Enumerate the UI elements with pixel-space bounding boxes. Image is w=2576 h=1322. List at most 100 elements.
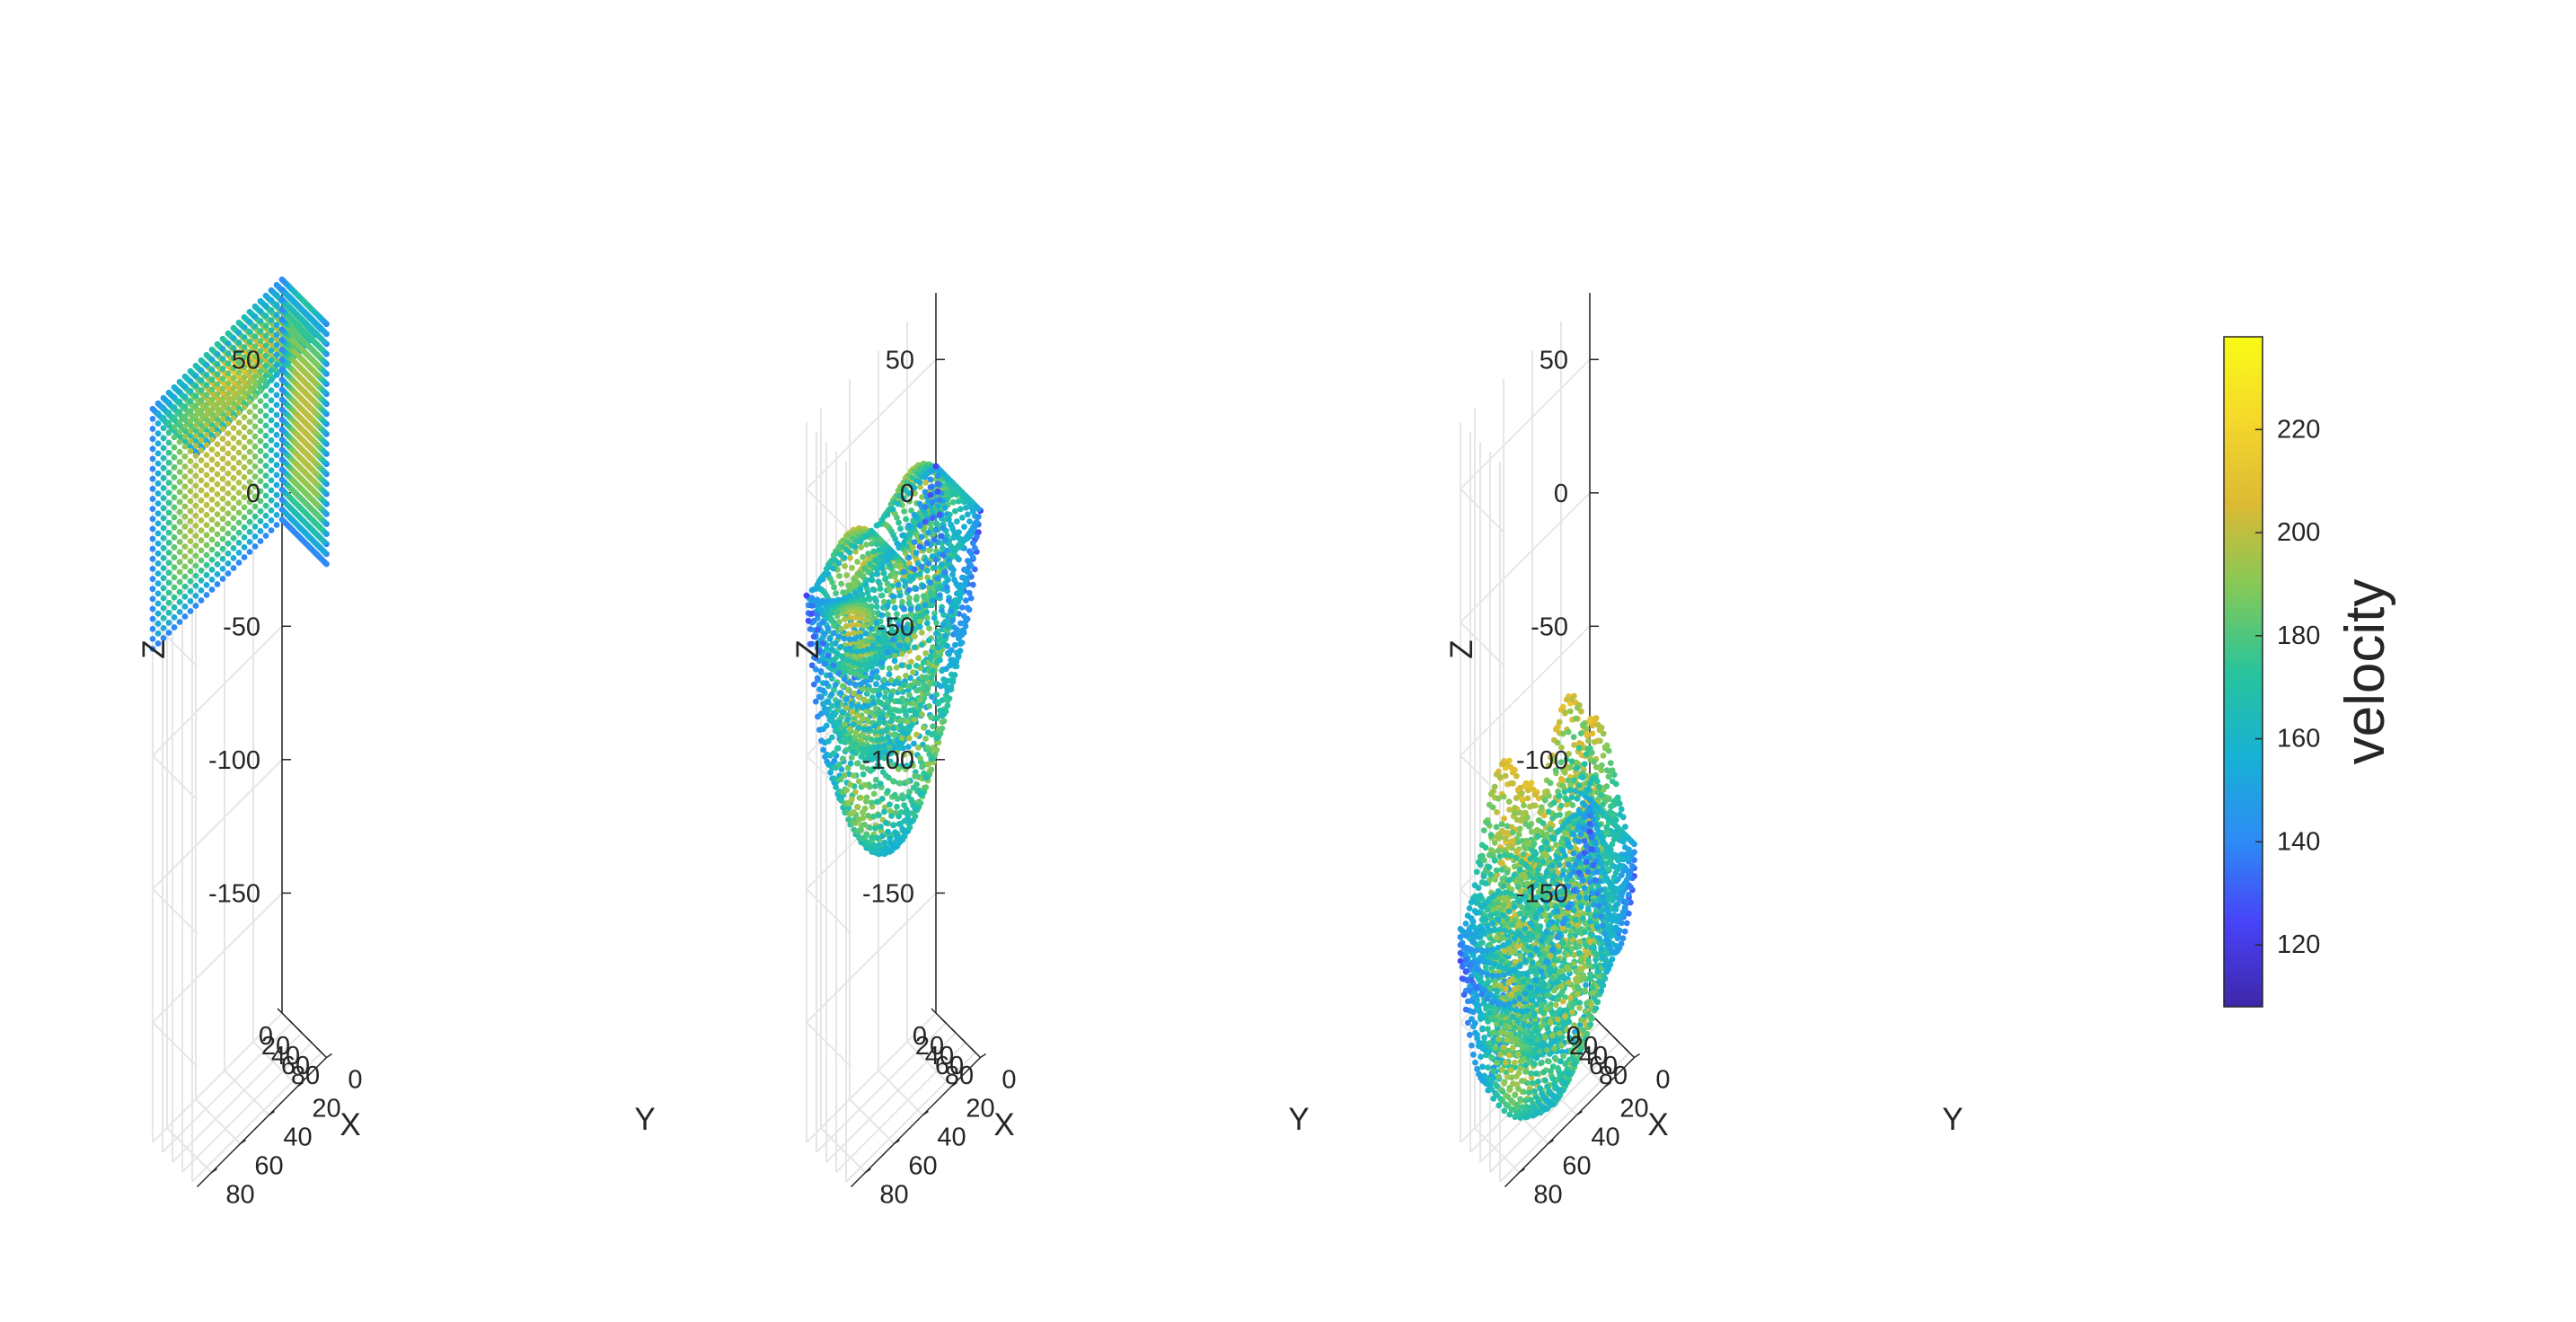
scatter-point [241,524,248,531]
grid-line [152,892,283,1024]
scatter-point [230,415,237,421]
scatter-point [251,423,259,430]
scatter-point [262,502,269,509]
scatter-point [817,668,825,674]
scatter-point [942,632,948,639]
scatter-point [165,609,172,616]
scatter-point [894,707,900,714]
scatter-point [160,555,167,561]
scatter-point [278,406,286,413]
scatter-point [957,648,964,655]
scatter-point [273,292,280,298]
scatter-point [904,778,911,785]
scatter-point [927,476,934,483]
scatter-point [208,376,216,383]
scatter-point [149,595,156,603]
scatter-point [214,371,221,378]
scatter-point [219,415,226,422]
scatter-point [241,374,248,381]
y-tick-mark [240,1139,246,1145]
scatter-point [171,434,178,441]
scatter-point [889,550,896,556]
scatter-point [954,518,960,524]
scatter-point [934,575,941,582]
x-tick-mark [277,1008,283,1014]
grid-line [849,1098,895,1145]
scatter-point [149,605,156,613]
scatter-point [203,411,210,419]
scatter-point [230,355,237,362]
scatter-point [876,842,882,849]
scatter-point [832,727,839,735]
scatter-point [225,540,232,547]
scatter-point [891,657,898,665]
scatter-point [862,679,869,685]
grid-line [172,1032,303,1163]
scatter-point [884,648,891,656]
scatter-point [273,361,280,368]
scatter-point [863,638,869,645]
scatter-point [949,617,956,624]
scatter-point [176,539,183,545]
scatter-point [928,653,934,660]
scatter-point [969,554,976,561]
scatter-point [160,425,167,432]
scatter-point [835,661,842,667]
scatter-point [859,648,866,655]
scatter-point [149,405,156,412]
scatter-point [149,545,156,552]
scatter-point [842,616,848,622]
scatter-point [160,464,167,472]
scatter-point [916,500,923,507]
scatter-point [914,680,922,687]
scatter-point [807,626,814,632]
scatter-point [203,542,210,549]
scatter-point [268,417,275,424]
scatter-point [916,543,923,550]
scatter-point [251,393,259,400]
scatter-point [187,577,194,585]
scatter-point [855,725,862,731]
scatter-point [235,539,243,546]
scatter-point [927,468,934,475]
scatter-point [251,413,259,420]
scatter-point [808,610,816,617]
scatter-point [835,560,842,567]
y-tick-mark [951,1081,957,1088]
scatter-point [268,307,275,313]
scatter-point [881,804,888,811]
y-tick-mark [922,1110,929,1116]
scatter-point [214,490,221,498]
scatter-point [825,699,832,706]
grid-line [181,1042,313,1173]
scatter-point [278,306,286,313]
scatter-point [262,533,269,539]
scatter-point [895,813,902,820]
scatter-point [887,692,895,699]
scatter-point [872,750,879,757]
scatter-point [951,624,957,630]
scatter-point [273,281,280,288]
scatter-point [273,302,280,308]
scatter-point [273,341,280,348]
scatter-point [803,592,810,599]
scatter-point [864,702,871,709]
scatter-point [843,622,850,630]
scatter-point [944,642,950,649]
scatter-point [187,498,194,505]
scatter-point [149,485,156,492]
scatter-point [257,517,264,524]
grid-line [806,892,937,1024]
scatter-point [251,433,259,440]
scatter-point [913,586,920,592]
scatter-point [921,770,928,777]
scatter-point [171,614,178,621]
scatter-point [154,580,162,587]
grid-line [816,1022,947,1153]
scatter-point [165,519,172,526]
scatter-point [922,675,929,682]
scatter-point [852,548,859,555]
scatter-point [926,751,933,758]
scatter-point [901,539,908,546]
z-axis-label: Z [137,639,172,658]
